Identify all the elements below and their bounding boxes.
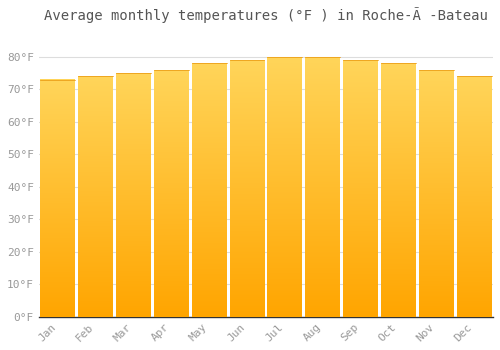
Title: Average monthly temperatures (°F ) in Roche-Ã -Bateau: Average monthly temperatures (°F ) in Ro… bbox=[44, 7, 488, 23]
